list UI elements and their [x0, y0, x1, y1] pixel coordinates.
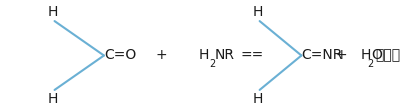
- Text: O: O: [371, 49, 382, 62]
- Text: NR: NR: [215, 49, 235, 62]
- Text: +: +: [335, 49, 347, 62]
- Text: C=NR: C=NR: [301, 49, 343, 62]
- Text: H: H: [253, 92, 263, 106]
- Text: H: H: [360, 49, 371, 62]
- Text: H: H: [48, 5, 58, 19]
- Text: H: H: [253, 5, 263, 19]
- Text: 2: 2: [367, 59, 373, 69]
- Text: ==: ==: [241, 49, 264, 62]
- Text: （水）: （水）: [376, 49, 401, 62]
- Text: H: H: [199, 49, 209, 62]
- Text: 2: 2: [210, 59, 216, 69]
- Text: C=O: C=O: [104, 49, 136, 62]
- Text: H: H: [48, 92, 58, 106]
- Text: +: +: [155, 49, 167, 62]
